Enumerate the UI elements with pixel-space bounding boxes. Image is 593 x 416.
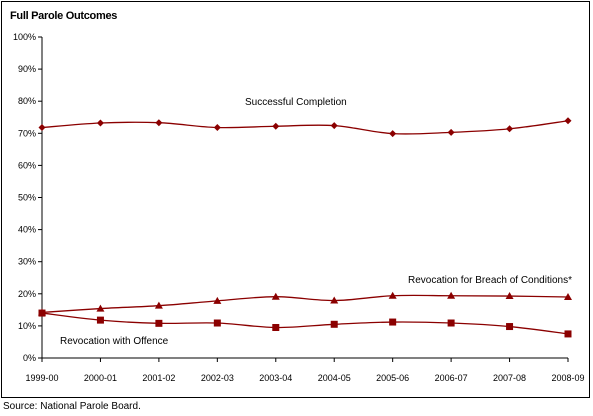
data-point xyxy=(505,292,514,300)
data-point xyxy=(330,122,338,130)
y-tick-label: 50% xyxy=(18,193,36,203)
x-tick-label: 2000-01 xyxy=(84,373,117,383)
series-label: Revocation for Breach of Conditions* xyxy=(408,275,572,286)
data-point xyxy=(155,319,163,327)
chart-frame: Full Parole Outcomes xyxy=(1,1,590,398)
chart-title: Full Parole Outcomes xyxy=(10,10,118,22)
x-tick-label: 2005-06 xyxy=(376,373,409,383)
y-tick-label: 70% xyxy=(18,128,36,138)
data-point xyxy=(447,319,455,327)
x-tick-label: 2006-07 xyxy=(435,373,468,383)
x-tick-label: 1999-00 xyxy=(25,373,58,383)
data-point xyxy=(506,323,514,331)
data-point xyxy=(213,319,221,327)
y-tick-label: 100% xyxy=(13,32,36,42)
y-tick-label: 90% xyxy=(18,64,36,74)
data-point xyxy=(96,316,104,324)
y-tick-label: 60% xyxy=(18,160,36,170)
data-point xyxy=(506,125,514,133)
data-point xyxy=(213,296,222,304)
data-point xyxy=(447,128,455,136)
series-2: Revocation with Offence xyxy=(38,309,572,347)
y-tick-label: 30% xyxy=(18,257,36,267)
series-line xyxy=(41,120,569,135)
data-point xyxy=(38,124,46,132)
data-point xyxy=(389,130,397,138)
y-tick-label: 10% xyxy=(18,321,36,331)
data-point xyxy=(564,117,572,125)
x-tick-label: 2008-09 xyxy=(551,373,584,383)
y-tick-label: 0% xyxy=(23,353,36,363)
x-tick-label: 2001-02 xyxy=(142,373,175,383)
data-point xyxy=(564,293,572,301)
data-point xyxy=(96,119,104,127)
data-point xyxy=(38,309,46,317)
x-tick-label: 2002-03 xyxy=(201,373,234,383)
data-point xyxy=(213,124,221,132)
data-point xyxy=(447,291,456,299)
y-tick-label: 20% xyxy=(18,289,36,299)
series-label: Successful Completion xyxy=(245,97,347,108)
x-tick-label: 2004-05 xyxy=(318,373,351,383)
data-point xyxy=(389,318,397,326)
data-point xyxy=(272,324,280,332)
y-tick-label: 40% xyxy=(18,225,36,235)
x-tick-label: 2003-04 xyxy=(259,373,292,383)
data-point xyxy=(96,304,105,312)
source-note: Source: National Parole Board. xyxy=(3,401,141,412)
data-point xyxy=(330,320,338,328)
data-point xyxy=(272,122,280,130)
data-point xyxy=(155,119,163,127)
data-point xyxy=(154,301,163,309)
series-line xyxy=(41,294,569,314)
series-1: Revocation for Breach of Conditions* xyxy=(38,275,572,316)
y-tick-label: 80% xyxy=(18,96,36,106)
x-tick-label: 2007-08 xyxy=(493,373,526,383)
series-line xyxy=(41,312,569,335)
data-point xyxy=(271,292,280,300)
series-label: Revocation with Offence xyxy=(60,336,169,347)
data-point xyxy=(564,330,572,338)
series-0: Successful Completion xyxy=(38,97,572,138)
data-point xyxy=(330,296,339,304)
data-point xyxy=(388,291,397,299)
